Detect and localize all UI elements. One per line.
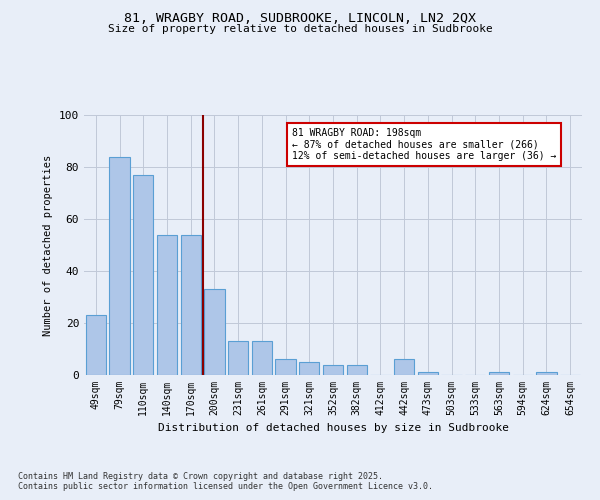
Text: 81 WRAGBY ROAD: 198sqm
← 87% of detached houses are smaller (266)
12% of semi-de: 81 WRAGBY ROAD: 198sqm ← 87% of detached… [292, 128, 557, 161]
Text: Contains HM Land Registry data © Crown copyright and database right 2025.: Contains HM Land Registry data © Crown c… [18, 472, 383, 481]
Bar [394, 360, 414, 375]
Bar [489, 372, 509, 375]
Text: Size of property relative to detached houses in Sudbrooke: Size of property relative to detached ho… [107, 24, 493, 34]
Text: Contains public sector information licensed under the Open Government Licence v3: Contains public sector information licen… [18, 482, 433, 491]
Bar [252, 341, 272, 375]
Bar [323, 364, 343, 375]
Text: 81, WRAGBY ROAD, SUDBROOKE, LINCOLN, LN2 2QX: 81, WRAGBY ROAD, SUDBROOKE, LINCOLN, LN2… [124, 12, 476, 26]
Bar [109, 156, 130, 375]
Bar [536, 372, 557, 375]
Bar [228, 341, 248, 375]
Y-axis label: Number of detached properties: Number of detached properties [43, 154, 53, 336]
Bar [205, 289, 224, 375]
X-axis label: Distribution of detached houses by size in Sudbrooke: Distribution of detached houses by size … [157, 424, 509, 434]
Bar [418, 372, 438, 375]
Bar [299, 362, 319, 375]
Bar [133, 175, 154, 375]
Bar [347, 364, 367, 375]
Bar [181, 234, 201, 375]
Bar [86, 315, 106, 375]
Bar [275, 360, 296, 375]
Bar [157, 234, 177, 375]
